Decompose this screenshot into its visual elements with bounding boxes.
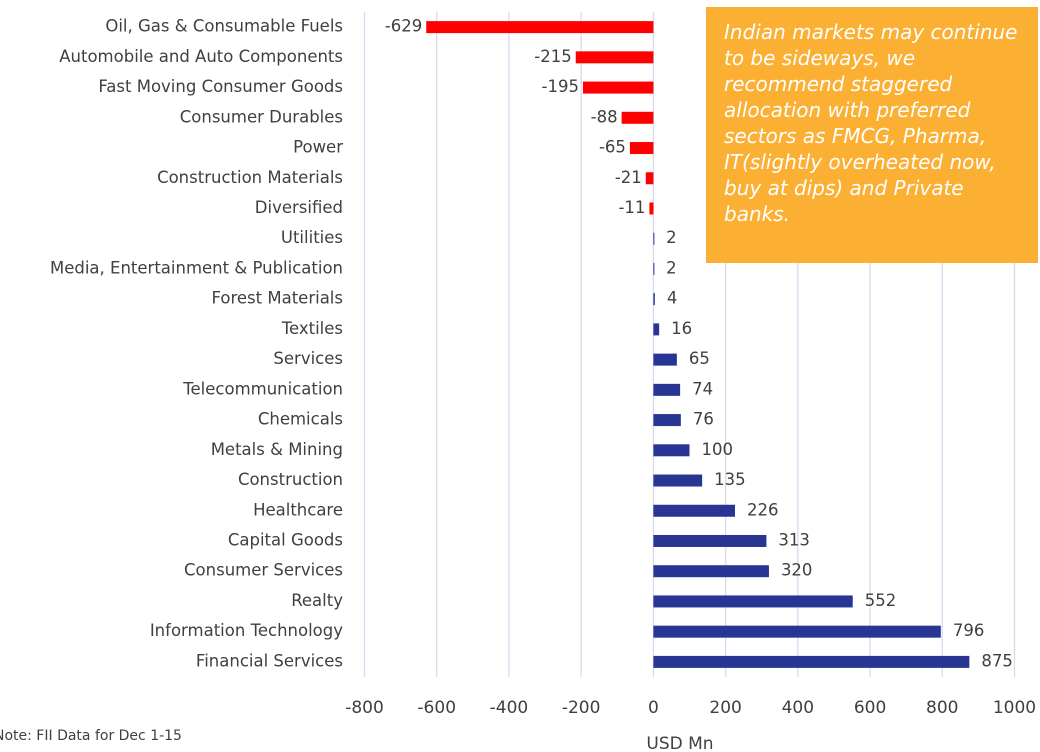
value-label: 100 bbox=[702, 440, 734, 459]
bar bbox=[426, 21, 654, 34]
x-tick-label: -200 bbox=[562, 698, 601, 718]
value-label: -21 bbox=[615, 168, 642, 187]
y-tick-label: Financial Services bbox=[196, 651, 343, 670]
value-label: -65 bbox=[599, 138, 626, 157]
bar bbox=[653, 414, 681, 427]
value-label: 875 bbox=[981, 651, 1013, 670]
y-tick-label: Consumer Services bbox=[184, 561, 343, 580]
bar bbox=[653, 655, 970, 668]
bar bbox=[653, 293, 655, 306]
value-label: 2 bbox=[666, 228, 677, 247]
bar bbox=[649, 202, 654, 215]
value-label: -11 bbox=[618, 198, 645, 217]
bar bbox=[653, 625, 941, 638]
value-label: 4 bbox=[667, 289, 678, 308]
bar bbox=[582, 81, 654, 94]
annotation: Indian markets may continue to be sidewa… bbox=[706, 7, 1038, 263]
y-tick-label: Metals & Mining bbox=[211, 440, 343, 459]
value-label: 796 bbox=[953, 621, 985, 640]
y-tick-label: Power bbox=[293, 138, 343, 157]
bar bbox=[653, 323, 660, 336]
bar bbox=[653, 474, 703, 487]
note: Note: FII Data for Dec 1-15 bbox=[0, 728, 182, 744]
x-tick-label: 0 bbox=[648, 698, 659, 718]
y-tick-label: Forest Materials bbox=[211, 289, 343, 308]
x-tick-label: 600 bbox=[854, 698, 886, 718]
y-tick-label: Textiles bbox=[281, 319, 343, 338]
value-label: 552 bbox=[865, 591, 897, 610]
y-tick-label: Construction Materials bbox=[157, 168, 343, 187]
bar bbox=[575, 51, 654, 64]
x-axis-label: USD Mn bbox=[646, 734, 713, 752]
bar bbox=[645, 172, 654, 185]
bar bbox=[629, 142, 654, 155]
bar bbox=[653, 383, 681, 396]
value-label: 135 bbox=[714, 470, 746, 489]
y-tick-label: Diversified bbox=[255, 198, 343, 217]
bar bbox=[653, 504, 735, 517]
bar bbox=[653, 232, 655, 245]
bar bbox=[653, 595, 853, 608]
value-label: -629 bbox=[385, 17, 422, 36]
x-tick-label: 800 bbox=[926, 698, 958, 718]
y-tick-label: Healthcare bbox=[253, 500, 343, 519]
bar bbox=[653, 353, 677, 366]
x-tick-label: -800 bbox=[345, 698, 384, 718]
x-tick-label: 1000 bbox=[993, 698, 1036, 718]
x-tick-label: -400 bbox=[490, 698, 529, 718]
y-tick-label: Chemicals bbox=[258, 410, 343, 429]
value-label: -195 bbox=[542, 77, 579, 96]
value-label: 74 bbox=[692, 379, 713, 398]
value-label: 76 bbox=[693, 410, 714, 429]
bar bbox=[653, 444, 690, 457]
value-label: 226 bbox=[747, 500, 779, 519]
value-label: 16 bbox=[671, 319, 692, 338]
y-tick-label: Fast Moving Consumer Goods bbox=[98, 77, 343, 96]
x-tick-label: -600 bbox=[417, 698, 456, 718]
value-label: 65 bbox=[689, 349, 710, 368]
bar bbox=[653, 565, 769, 578]
bar bbox=[653, 262, 655, 275]
y-tick-label: Oil, Gas & Consumable Fuels bbox=[105, 17, 343, 36]
y-tick-label: Realty bbox=[291, 591, 343, 610]
value-label: 2 bbox=[666, 258, 677, 277]
x-tick-label: 200 bbox=[709, 698, 741, 718]
bar bbox=[621, 111, 654, 124]
y-tick-label: Media, Entertainment & Publication bbox=[50, 258, 343, 277]
value-label: -88 bbox=[591, 107, 618, 126]
y-tick-label: Construction bbox=[238, 470, 343, 489]
y-tick-label: Utilities bbox=[281, 228, 343, 247]
y-tick-label: Telecommunication bbox=[182, 379, 343, 398]
value-label: -215 bbox=[534, 47, 571, 66]
value-label: 313 bbox=[778, 530, 810, 549]
bar bbox=[653, 534, 767, 547]
y-tick-label: Capital Goods bbox=[228, 530, 343, 549]
value-label: 320 bbox=[781, 561, 813, 580]
y-tick-label: Consumer Durables bbox=[180, 107, 343, 126]
y-tick-label: Information Technology bbox=[150, 621, 343, 640]
x-tick-label: 400 bbox=[782, 698, 814, 718]
y-tick-label: Automobile and Auto Components bbox=[59, 47, 343, 66]
y-tick-label: Services bbox=[273, 349, 343, 368]
